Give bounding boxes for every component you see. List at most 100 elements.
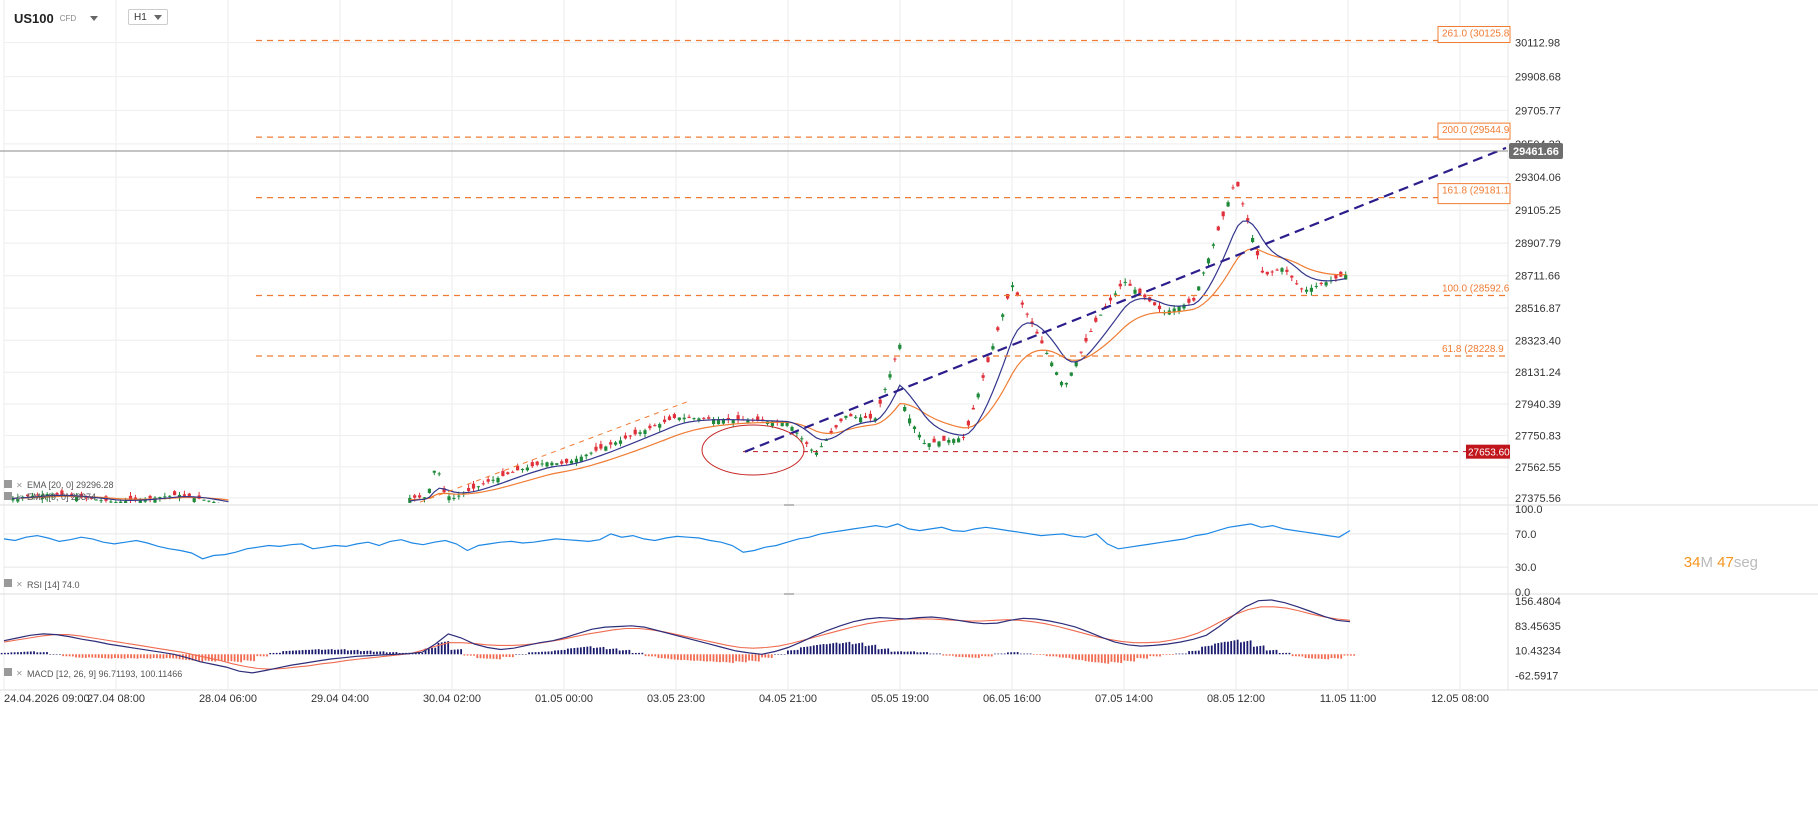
macd-y-tick: 156.4804 xyxy=(1515,596,1561,608)
candle-body xyxy=(1157,305,1162,310)
candle-body xyxy=(1015,292,1019,295)
macd-histogram-bar xyxy=(1078,654,1081,660)
macd-histogram-bar xyxy=(1320,654,1323,659)
macd-histogram-bar xyxy=(495,654,498,660)
candle-body xyxy=(1211,244,1215,246)
candle-body xyxy=(1094,317,1098,322)
macd-histogram-bar xyxy=(702,654,705,662)
macd-histogram-bar xyxy=(909,651,912,655)
macd-histogram-bar xyxy=(337,649,340,655)
macd-histogram-bar xyxy=(33,651,35,655)
rsi-y-tick: 30.0 xyxy=(1515,562,1536,574)
candle-body xyxy=(1045,352,1049,354)
macd-histogram-bar xyxy=(793,650,796,655)
candle-body xyxy=(1221,211,1225,217)
candle-body xyxy=(158,497,162,499)
macd-histogram-bar xyxy=(434,647,437,655)
macd-histogram-bar xyxy=(774,654,776,655)
candle-body xyxy=(1113,293,1117,295)
candle-body xyxy=(1069,372,1073,376)
candle-body xyxy=(844,415,848,418)
symbol-selector[interactable]: US100 CFD xyxy=(14,8,99,28)
macd-histogram-bar xyxy=(165,654,168,659)
chevron-down-icon[interactable] xyxy=(90,15,99,21)
candle-body xyxy=(1246,218,1250,221)
macd-histogram-bar xyxy=(62,654,65,657)
macd-histogram-bar xyxy=(1013,652,1016,655)
macd-histogram-bar xyxy=(903,651,906,655)
macd-histogram-bar xyxy=(534,652,537,655)
macd-histogram-bar xyxy=(586,646,589,655)
candle-body xyxy=(1108,297,1113,301)
macd-histogram-bar xyxy=(867,645,870,655)
candle-body xyxy=(1079,351,1083,353)
macd-histogram-bar xyxy=(845,642,848,655)
macd-histogram-bar xyxy=(524,654,527,655)
macd-histogram-bar xyxy=(376,651,378,655)
candle-body xyxy=(736,415,740,421)
macd-histogram-bar xyxy=(78,654,81,658)
candle-body xyxy=(746,420,750,423)
macd-histogram-bar xyxy=(1104,654,1106,664)
candle-body xyxy=(413,495,417,498)
candle-body xyxy=(516,465,520,471)
macd-histogram-bar xyxy=(343,649,346,655)
macd-histogram-bar xyxy=(861,642,864,655)
candle-body xyxy=(716,419,721,425)
macd-histogram-bar xyxy=(955,654,958,657)
rsi-line xyxy=(3,523,1351,560)
macd-histogram-bar xyxy=(864,646,867,655)
menu-icon xyxy=(4,579,12,587)
macd-histogram-bar xyxy=(541,651,543,655)
timeframe-selector[interactable]: H1 xyxy=(128,9,168,25)
candle-body xyxy=(75,496,79,502)
macd-histogram-bar xyxy=(699,654,702,661)
macd-histogram-bar xyxy=(13,652,16,655)
macd-histogram-bar xyxy=(748,654,750,661)
candle-body xyxy=(1197,286,1201,291)
macd-histogram-bar xyxy=(1184,653,1187,655)
macd-histogram-bar xyxy=(515,654,518,655)
macd-histogram-bar xyxy=(926,652,928,655)
macd-histogram-bar xyxy=(353,650,356,655)
close-icon: ✕ xyxy=(16,669,23,678)
macd-histogram-bar xyxy=(858,643,860,655)
candle-body xyxy=(721,419,725,424)
macd-histogram-bar xyxy=(537,652,540,655)
macd-histogram-bar xyxy=(887,648,890,655)
x-tick-label: 24.04.2026 09:00 xyxy=(4,693,90,705)
macd-histogram-bar xyxy=(1275,649,1278,655)
macd-histogram-bar xyxy=(266,654,268,657)
candle-body xyxy=(893,358,897,360)
candle-body xyxy=(1010,285,1015,288)
macd-histogram-bar xyxy=(259,654,262,657)
macd-histogram-bar xyxy=(984,654,987,657)
candle-body xyxy=(971,407,975,410)
macd-histogram-bar xyxy=(1019,653,1022,655)
macd-histogram-bar xyxy=(334,649,336,655)
macd-histogram-bar xyxy=(198,654,200,662)
macd-histogram-bar xyxy=(977,654,980,658)
macd-histogram-bar xyxy=(1023,653,1026,655)
macd-histogram-bar xyxy=(803,646,805,655)
macd-histogram-bar xyxy=(754,654,757,662)
macd-histogram-bar xyxy=(1327,654,1330,660)
candle-body xyxy=(16,497,20,502)
macd-histogram-bar xyxy=(321,649,323,655)
macd-histogram-bar xyxy=(877,649,880,655)
macd-histogram-bar xyxy=(1081,654,1084,661)
macd-histogram-bar xyxy=(693,654,695,661)
chevron-down-icon[interactable] xyxy=(154,14,162,20)
macd-histogram-bar xyxy=(1036,654,1038,655)
macd-histogram-bar xyxy=(787,650,789,655)
macd-histogram-bar xyxy=(314,649,317,655)
macd-histogram-bar xyxy=(647,654,650,657)
candle-body xyxy=(795,432,799,434)
candle-body xyxy=(418,495,422,498)
macd-histogram-bar xyxy=(1350,654,1352,656)
macd-histogram-bar xyxy=(871,645,873,655)
macd-histogram-bar xyxy=(764,654,767,658)
macd-histogram-bar xyxy=(780,654,783,655)
candle-body xyxy=(545,462,549,467)
